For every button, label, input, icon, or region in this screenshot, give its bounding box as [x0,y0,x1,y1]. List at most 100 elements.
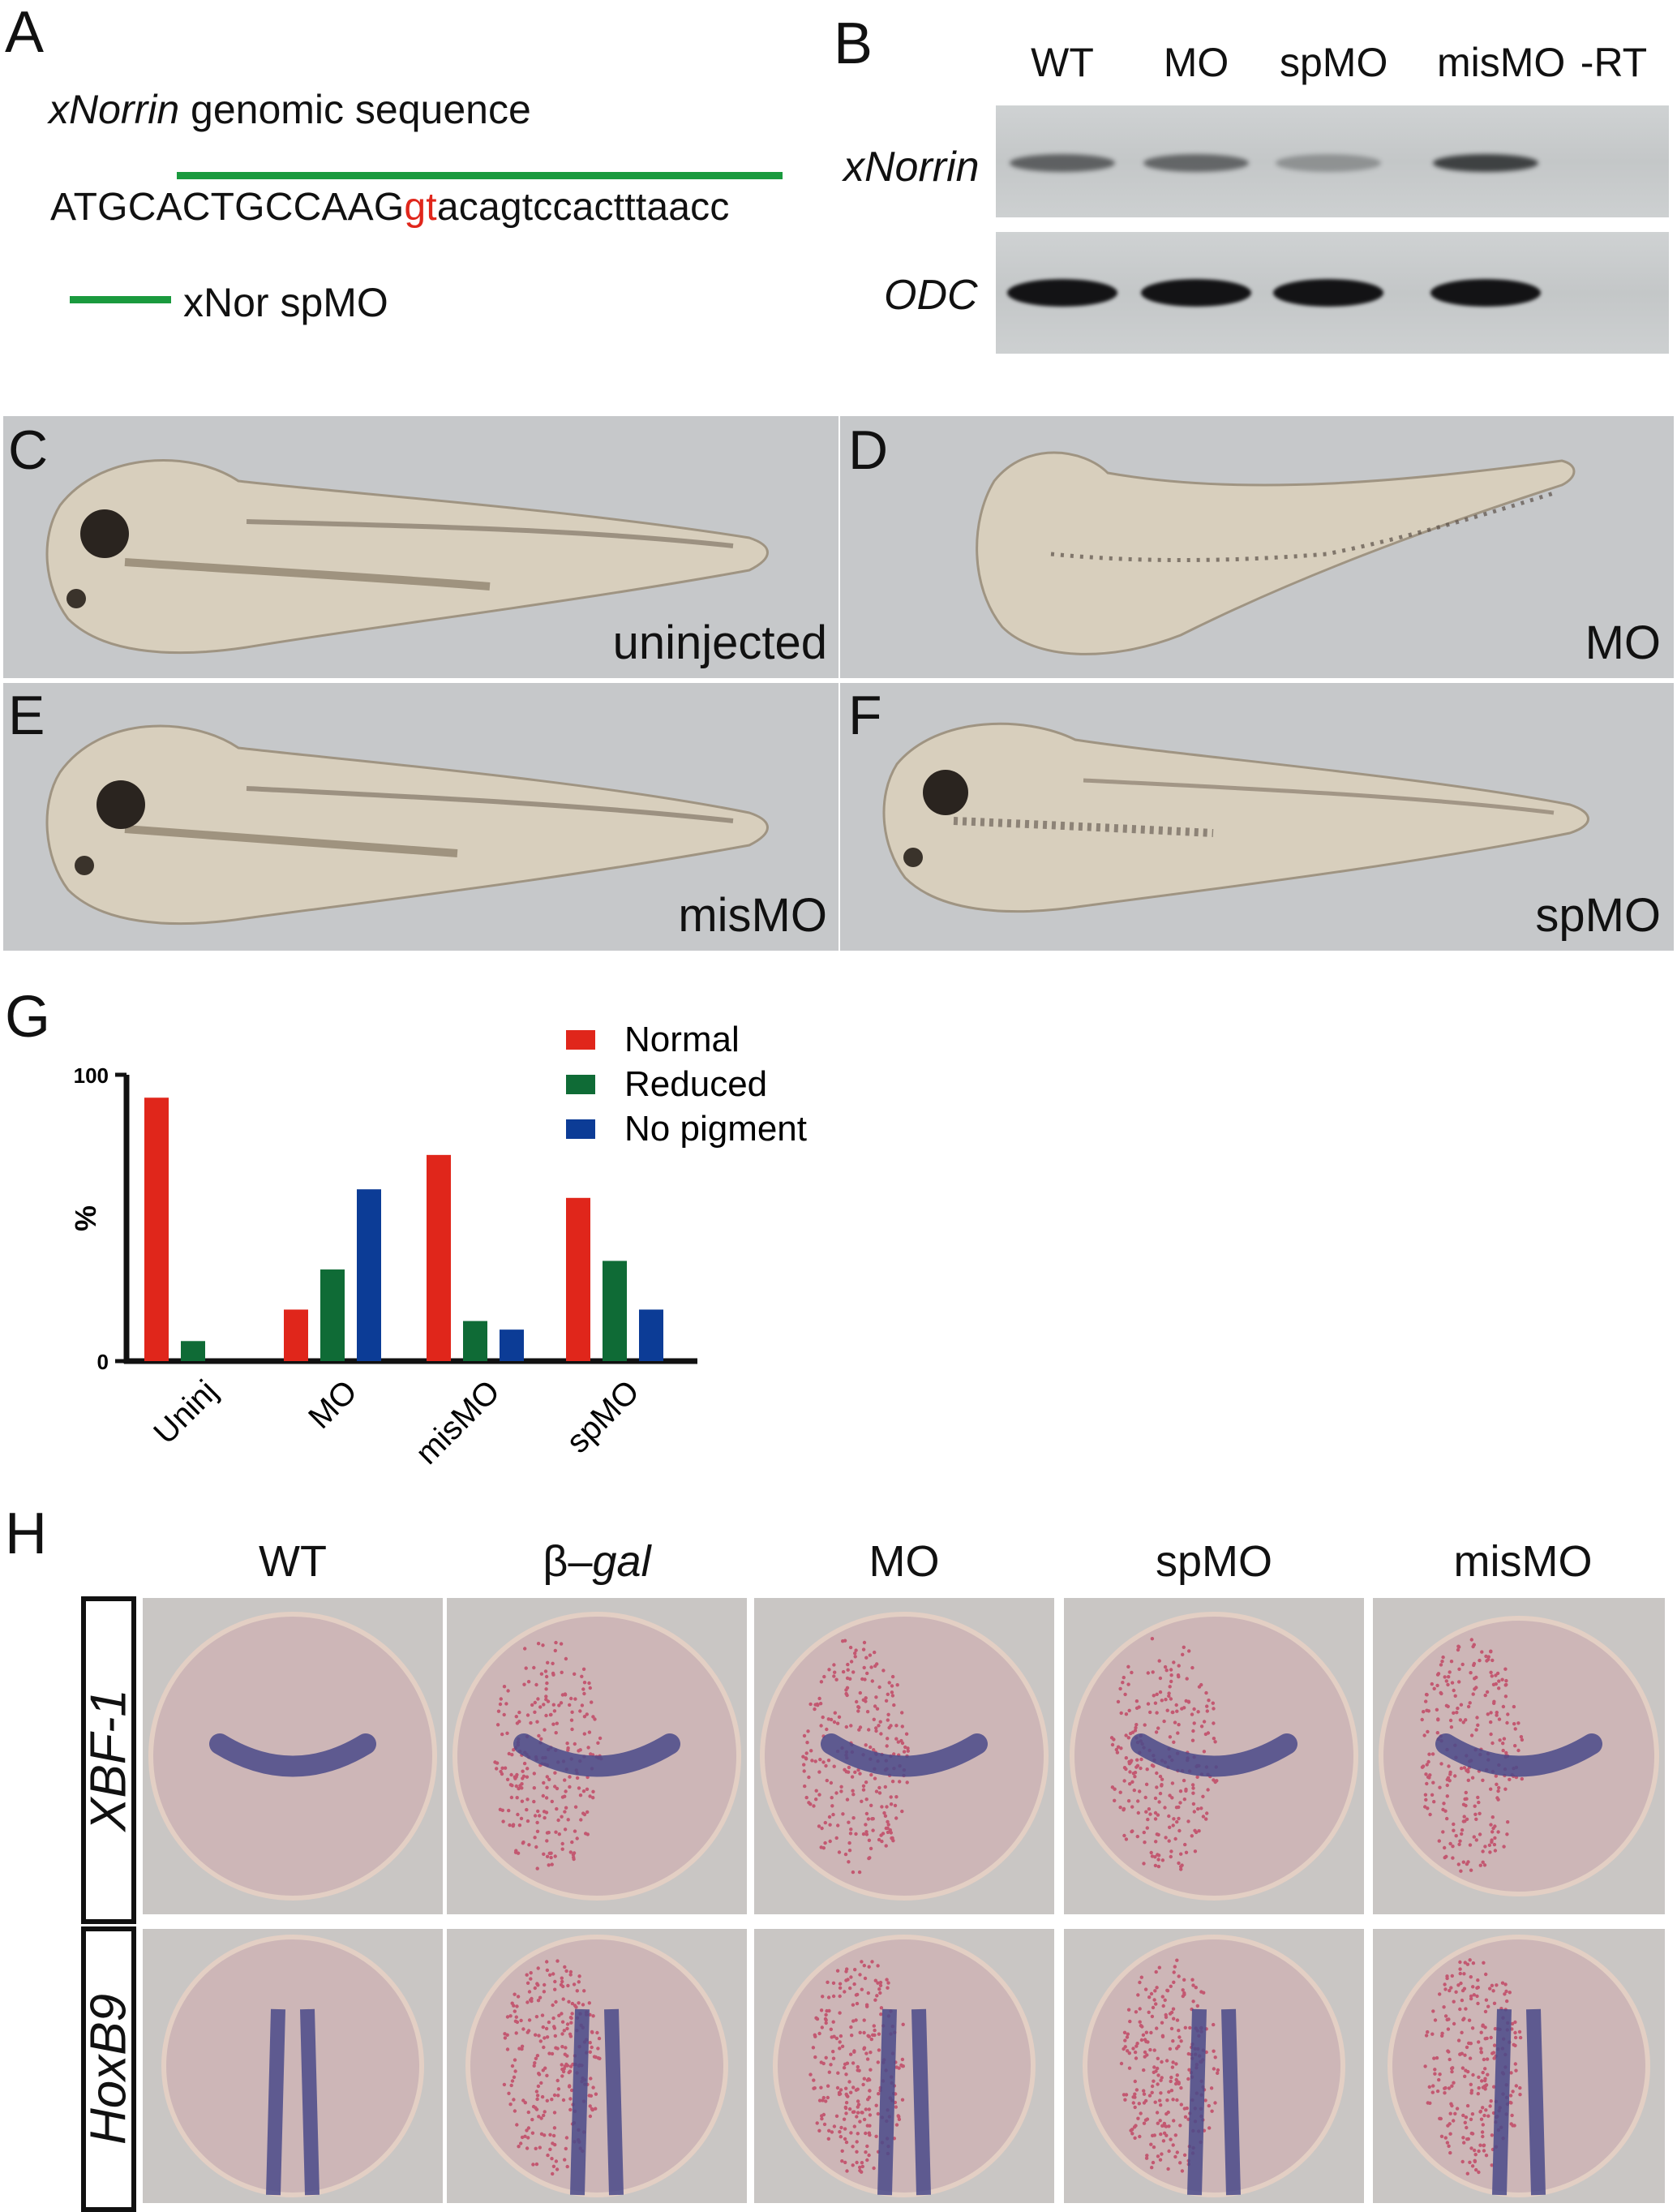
tadpole-uninjected-image [3,416,838,678]
tadpole-caption-mo: MO [1585,616,1661,669]
mo-target-line [177,172,783,179]
panel-label-g: G [5,985,51,1050]
xnorrin-band-0 [1010,154,1115,172]
panel-label-d: D [848,419,889,481]
ish-row-label-hoxb9: HoxB9 [80,1993,137,2145]
title-rest: genomic sequence [179,87,531,132]
legend-label-0: Normal [624,1020,740,1059]
panel-label-b: B [834,11,873,76]
bar-spmo-reduced [603,1261,627,1361]
bar-uninj-reduced [181,1341,205,1361]
panel-label-a: A [5,0,45,65]
odc-band-3 [1430,279,1541,307]
ish-column-header-1: β–gal [543,1537,651,1586]
gel-xnorrin [996,105,1669,217]
genomic-sequence: ATGCACTGCCAAGgtacagtccactttaacc [50,188,730,227]
bar-mismo-no-pigment [500,1329,524,1361]
odc-band-0 [1007,279,1117,307]
gel-lane-label-1: MO [1163,40,1229,85]
legend-swatch-2 [566,1119,595,1139]
panel-label-h: H [5,1501,47,1566]
tadpole-photo-spmo: F spMO [840,683,1674,951]
ish-embryo-r0-c1 [447,1598,747,1914]
embryo-image-r1-c3 [1064,1929,1364,2203]
legend-mo-line [70,296,171,303]
ish-embryo-r0-c2 [754,1598,1054,1914]
ish-embryo-r0-c4 [1373,1598,1665,1914]
exon-seq: ATGCACTGCCAAG [50,186,405,229]
splice-site: gt [404,186,437,229]
x-tick-label-3: spMO [560,1373,646,1460]
embryo-image-r0-c0 [143,1598,443,1914]
tadpole-mismo-image [3,683,838,951]
ish-embryo-r1-c2 [754,1929,1054,2203]
intron-seq: acagtccactttaacc [436,186,730,229]
embryo-image-r0-c3 [1064,1598,1364,1914]
panel-a-title: xNorrin genomic sequence [49,89,531,130]
ish-row-label-hoxb9-box: HoxB9 [80,1926,137,2212]
ish-embryo-r1-c0 [143,1929,443,2203]
y-tick-label-100: 100 [74,1063,109,1088]
legend-mo-label: xNor spMO [183,280,388,325]
gel-row-label-odc: ODC [884,272,978,319]
tadpole-photo-mismo: E misMO [3,683,838,951]
legend-label-1: Reduced [624,1064,767,1104]
bar-uninj-normal [144,1097,169,1361]
legend-swatch-0 [566,1030,595,1050]
xnorrin-band-2 [1276,154,1381,172]
gel-lane-label-4: -RT [1580,40,1648,85]
ish-column-header-3: spMO [1155,1537,1273,1586]
ish-embryo-r0-c0 [143,1598,443,1914]
odc-band-2 [1273,279,1383,307]
embryo-image-r0-c2 [754,1598,1054,1914]
legend-label-2: No pigment [624,1109,807,1149]
bar-mo-reduced [320,1269,345,1361]
tadpole-spmo-image [840,683,1674,951]
ish-embryo-r0-c3 [1064,1598,1364,1914]
bar-spmo-no-pigment [639,1309,663,1361]
embryo-image-r1-c1 [447,1929,747,2203]
bar-mo-no-pigment [357,1189,381,1361]
ish-column-header-4: misMO [1453,1537,1593,1586]
tadpole-caption-spmo: spMO [1535,889,1661,942]
tadpole-caption-mismo: misMO [678,889,827,942]
ish-column-header-0: WT [259,1537,327,1586]
xnorrin-band-1 [1143,154,1249,172]
gene-name: xNorrin [49,87,180,132]
ish-row-label-xbf1: XBF-1 [80,1689,137,1832]
ish-embryo-r1-c1 [447,1929,747,2203]
panel-label-e: E [8,685,45,746]
legend-swatch-1 [566,1075,595,1094]
gel-lane-label-0: WT [1031,40,1094,85]
embryo-image-r1-c4 [1373,1929,1665,2203]
tadpole-caption-uninjected: uninjected [612,616,827,669]
x-tick-label-0: Uninj [147,1373,225,1451]
embryo-image-r1-c0 [143,1929,443,2203]
x-tick-label-1: MO [302,1373,364,1436]
embryo-image-r0-c1 [447,1598,747,1914]
ish-column-header-2: MO [869,1537,940,1586]
x-tick-label-2: misMO [409,1373,507,1471]
gel-lane-label-3: misMO [1437,40,1566,85]
bar-mismo-reduced [463,1321,487,1361]
bar-mismo-normal [427,1154,451,1361]
ish-embryo-r1-c4 [1373,1929,1665,2203]
bar-mo-normal [284,1309,308,1361]
gel-row-label-xnorrin: xNorrin [843,144,980,191]
pigment-bar-chart: 100 0% Normal Reduced No pigment Uninj MO mis… [69,1020,807,1471]
y-axis-label: % [69,1205,102,1231]
embryo-image-r0-c4 [1373,1598,1665,1914]
embryo-image-r1-c2 [754,1929,1054,2203]
ish-row-label-xbf1-box: XBF-1 [80,1596,137,1924]
panel-label-f: F [848,685,882,746]
tadpole-mo-image [840,416,1674,678]
tadpole-photo-uninjected: C uninjected [3,416,838,678]
gel-lane-label-2: spMO [1280,40,1388,85]
ish-embryo-r1-c3 [1064,1929,1364,2203]
gel-odc [996,232,1669,354]
tadpole-photo-mo: D MO [840,416,1674,678]
bar-spmo-normal [566,1197,590,1361]
odc-band-1 [1141,279,1251,307]
panel-label-c: C [8,419,49,481]
xnorrin-band-3 [1433,154,1538,172]
